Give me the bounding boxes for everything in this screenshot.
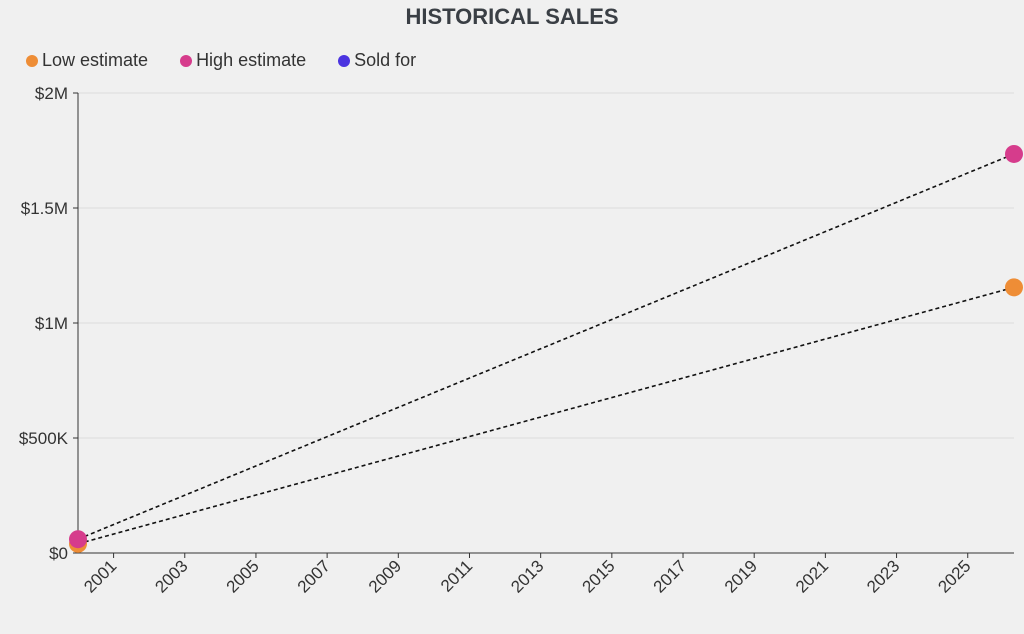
x-tick-label: 2013 xyxy=(507,556,547,596)
x-tick-label: 2003 xyxy=(151,556,191,596)
y-tick-label: $0 xyxy=(49,544,68,563)
data-point-low-estimate xyxy=(1005,278,1023,297)
x-tick-label: 2015 xyxy=(578,556,618,596)
data-point-high-estimate xyxy=(1005,144,1023,163)
x-tick-label: 2005 xyxy=(223,556,263,596)
legend-label-sold-for: Sold for xyxy=(354,50,417,70)
legend-swatch-low-estimate xyxy=(26,54,38,67)
legend-swatch-sold-for xyxy=(338,54,351,67)
x-tick-label: 2019 xyxy=(721,556,761,596)
y-tick-label: $2M xyxy=(35,84,68,103)
chart-title: HISTORICAL SALES xyxy=(405,4,619,29)
x-tick-label: 2023 xyxy=(863,556,903,596)
x-tick-label: 2021 xyxy=(792,556,832,596)
x-tick-label: 2001 xyxy=(80,556,120,596)
trendline-low-estimate xyxy=(77,286,1015,545)
x-tick-label: 2007 xyxy=(294,556,334,596)
legend: Low estimate High estimate Sold for xyxy=(26,50,416,71)
x-tick-label: 2017 xyxy=(650,556,690,596)
legend-label-high-estimate: High estimate xyxy=(196,50,307,70)
y-tick-label: $1M xyxy=(35,314,68,333)
y-tick-label: $500K xyxy=(19,429,69,448)
legend-item-low-estimate[interactable]: Low estimate xyxy=(26,50,148,71)
legend-item-sold-for[interactable]: Sold for xyxy=(338,50,416,71)
data-point-high-estimate xyxy=(69,530,87,549)
x-tick-label: 2025 xyxy=(934,556,974,596)
y-tick-label: $1.5M xyxy=(21,199,68,218)
x-tick-label: 2011 xyxy=(437,556,476,595)
x-tick-label: 2009 xyxy=(365,556,405,596)
legend-swatch-high-estimate xyxy=(180,54,193,67)
legend-item-high-estimate[interactable]: High estimate xyxy=(180,50,306,71)
trendline-high-estimate xyxy=(77,153,1015,540)
legend-label-low-estimate: Low estimate xyxy=(42,50,149,70)
